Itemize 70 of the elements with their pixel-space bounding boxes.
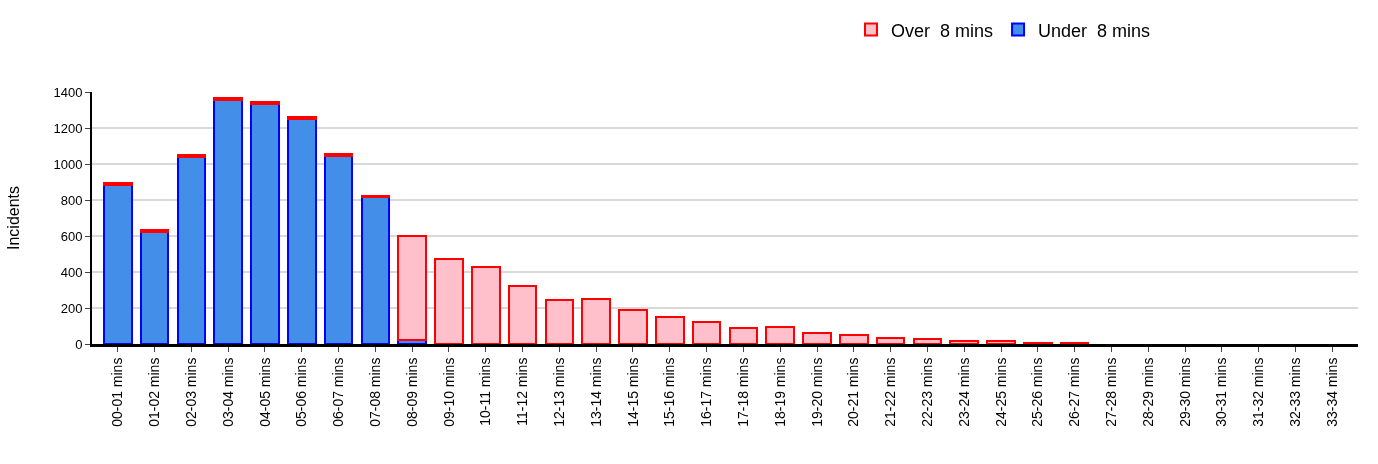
x-tick-label: 07-08 mins	[366, 357, 383, 427]
bar	[765, 325, 795, 344]
bar	[397, 235, 427, 342]
x-tick-label: 30-31 mins	[1213, 357, 1230, 427]
bar	[176, 155, 207, 344]
bar	[728, 326, 759, 344]
x-tick-label: 11-12 mins	[514, 357, 531, 426]
bar	[618, 308, 648, 344]
x-tick-label: 05-06 mins	[293, 357, 310, 427]
x-tick-label: 06-07 mins	[330, 357, 347, 427]
y-axis-title: Incidents	[4, 185, 22, 251]
bar	[875, 336, 906, 344]
bar	[139, 230, 170, 344]
y-tick-label: 1400	[53, 84, 83, 100]
bar	[802, 332, 832, 344]
x-tick-label: 22-23 mins	[918, 357, 935, 427]
y-tick-label: 800	[60, 192, 83, 208]
x-tick-label: 14-15 mins	[624, 357, 641, 427]
y-tick-label: 400	[60, 264, 83, 280]
x-tick-label: 01-02 mins	[146, 357, 163, 427]
x-tick-label: 13-14 mins	[587, 357, 604, 427]
x-tick-label: 33-34 mins	[1323, 357, 1340, 427]
bar	[839, 334, 869, 344]
x-tick-label: 31-32 mins	[1250, 357, 1267, 427]
x-tick-label: 23-24 mins	[955, 357, 972, 427]
x-tick-label: 21-22 mins	[882, 357, 899, 427]
x-tick-label: 12-13 mins	[550, 357, 567, 427]
legend-label: Under 8 mins	[1038, 20, 1151, 41]
x-tick-label: 09-10 mins	[440, 357, 457, 427]
x-tick-label: 25-26 mins	[1029, 357, 1046, 427]
x-tick-label: 24-25 mins	[992, 357, 1009, 427]
bar	[470, 265, 501, 344]
x-tick-label: 18-19 mins	[771, 357, 788, 427]
x-tick-label: 26-27 mins	[1066, 357, 1083, 427]
bar	[986, 340, 1016, 344]
bar	[434, 258, 464, 344]
x-tick-label: 29-30 mins	[1176, 357, 1193, 427]
x-tick-label: 19-20 mins	[808, 357, 825, 427]
bar	[691, 321, 722, 344]
bar	[581, 298, 611, 344]
x-tick-label: 20-21 mins	[845, 357, 862, 427]
legend-label: Over 8 mins	[891, 20, 994, 41]
x-tick-label: 10-11 mins	[477, 357, 494, 426]
bar	[250, 102, 280, 344]
y-tick-label: 600	[60, 228, 83, 244]
x-tick-label: 03-04 mins	[219, 357, 236, 427]
x-tick-label: 08-09 mins	[403, 357, 420, 427]
x-tick-label: 00-01 mins	[109, 357, 126, 427]
bar	[323, 154, 354, 344]
y-tick-label: 1200	[53, 120, 83, 136]
y-tick-label: 0	[75, 336, 83, 352]
y-tick-label: 1000	[53, 156, 83, 172]
bar	[544, 298, 575, 344]
x-tick-label: 27-28 mins	[1102, 357, 1119, 427]
bar	[102, 183, 133, 344]
x-tick-label: 17-18 mins	[734, 357, 751, 427]
x-tick-label: 16-17 mins	[698, 357, 715, 427]
x-tick-label: 32-33 mins	[1286, 357, 1303, 427]
x-tick-label: 04-05 mins	[256, 357, 273, 427]
bar	[912, 337, 943, 344]
bar	[286, 118, 317, 344]
bar	[507, 285, 538, 344]
bar	[360, 196, 391, 344]
x-tick-label: 28-29 mins	[1139, 357, 1156, 427]
x-tick-label: 15-16 mins	[661, 357, 678, 427]
bar	[949, 339, 980, 344]
bar	[213, 99, 243, 344]
y-tick-label: 200	[60, 300, 83, 316]
x-tick-label: 02-03 mins	[182, 357, 199, 427]
bar	[655, 316, 685, 344]
